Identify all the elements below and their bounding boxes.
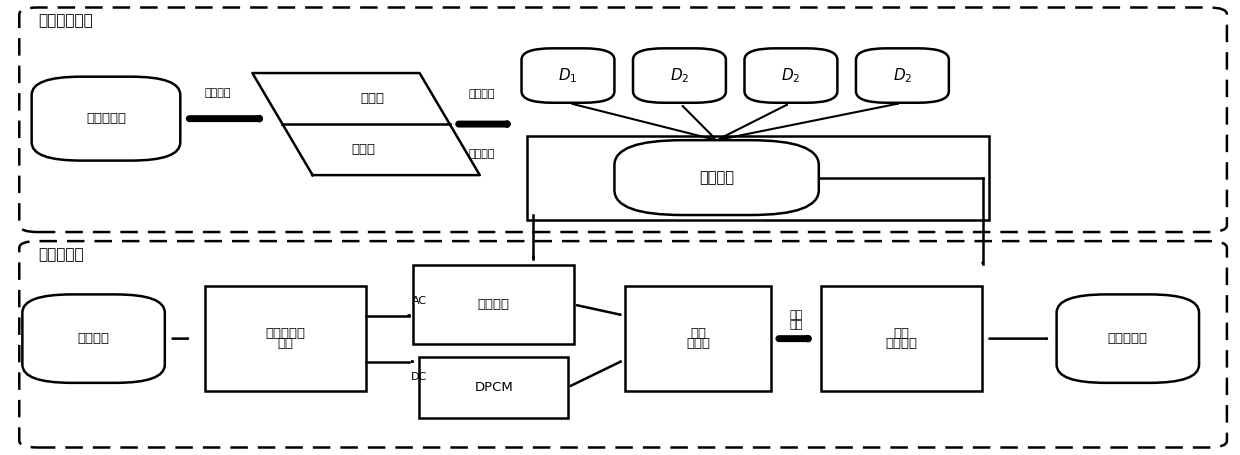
Text: 测试图像: 测试图像	[78, 332, 109, 345]
Text: 角度聚类: 角度聚类	[467, 89, 495, 99]
FancyBboxPatch shape	[32, 77, 180, 161]
FancyBboxPatch shape	[856, 48, 949, 103]
Text: 重建后图像: 重建后图像	[1107, 332, 1148, 345]
Text: 训练图像集: 训练图像集	[86, 112, 126, 125]
Text: 熵编码: 熵编码	[686, 337, 711, 350]
FancyBboxPatch shape	[20, 7, 1226, 232]
FancyBboxPatch shape	[632, 48, 725, 103]
Text: 码流: 码流	[789, 319, 802, 329]
Text: DPCM: DPCM	[474, 381, 513, 394]
Bar	[527, 136, 990, 220]
Text: 稀疏表征: 稀疏表征	[477, 298, 510, 311]
Text: 压缩: 压缩	[789, 309, 802, 319]
FancyBboxPatch shape	[22, 294, 165, 383]
Text: $D_1$: $D_1$	[558, 66, 578, 85]
FancyBboxPatch shape	[744, 48, 837, 103]
Text: $D_2$: $D_2$	[670, 66, 689, 85]
Text: 分离: 分离	[278, 337, 294, 350]
Text: 直流、交流: 直流、交流	[265, 327, 305, 340]
Bar	[821, 287, 982, 391]
Text: 量化: 量化	[689, 327, 706, 340]
Text: 字典训练: 字典训练	[467, 149, 495, 159]
Text: DC: DC	[412, 372, 428, 382]
Text: 字典学习阶段: 字典学习阶段	[38, 14, 93, 29]
Polygon shape	[253, 73, 480, 175]
FancyBboxPatch shape	[1056, 294, 1199, 383]
Text: $D_2$: $D_2$	[893, 66, 913, 85]
FancyBboxPatch shape	[522, 48, 615, 103]
Text: 共享字典: 共享字典	[699, 170, 734, 185]
Text: 解码: 解码	[893, 327, 909, 340]
FancyBboxPatch shape	[615, 140, 818, 215]
Text: 基础层: 基础层	[351, 143, 374, 156]
Text: 编解码阶段: 编解码阶段	[38, 247, 83, 262]
Bar	[205, 287, 366, 391]
Bar	[625, 287, 771, 391]
FancyBboxPatch shape	[20, 241, 1226, 448]
Bar	[413, 265, 574, 344]
Text: $D_2$: $D_2$	[781, 66, 801, 85]
Text: AC: AC	[412, 296, 427, 306]
Bar	[419, 357, 568, 418]
Text: 细节层: 细节层	[360, 92, 384, 105]
Text: 重建图像: 重建图像	[885, 337, 918, 350]
Text: 层次分解: 层次分解	[205, 88, 231, 98]
